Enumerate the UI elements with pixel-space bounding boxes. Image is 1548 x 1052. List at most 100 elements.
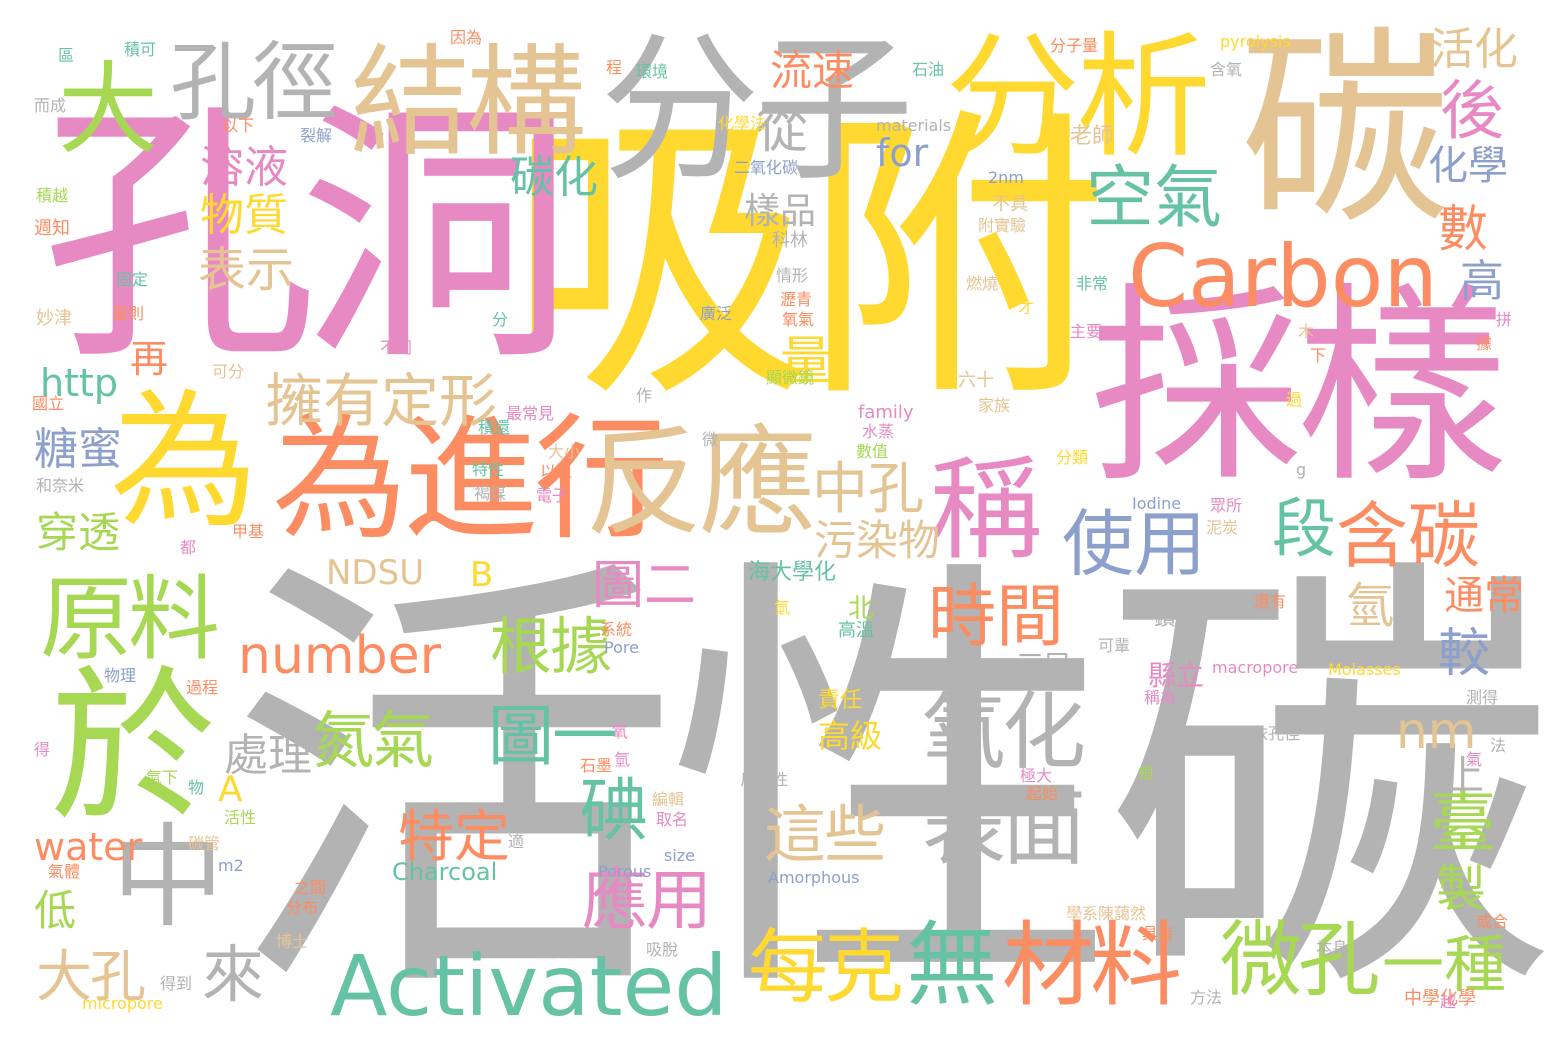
word: 化學 xyxy=(1428,143,1508,189)
word: 氧氣 xyxy=(782,310,815,329)
word: pyrolysis xyxy=(1220,32,1291,51)
word: 表示 xyxy=(198,242,295,298)
word: 泥炭 xyxy=(1206,518,1239,537)
word: 較 xyxy=(1438,624,1491,684)
word: 物 xyxy=(188,778,205,797)
word: 大小 xyxy=(548,442,581,461)
word: 採樣 xyxy=(1090,264,1508,511)
word: 下 xyxy=(1310,346,1327,365)
word: macropore xyxy=(1212,658,1299,677)
word: 分類 xyxy=(1056,448,1089,467)
word: 測得 xyxy=(1466,688,1499,707)
word: B xyxy=(470,555,494,595)
word: 科林 xyxy=(772,230,808,251)
word: 活性碳 xyxy=(228,522,1548,1049)
word: 之間 xyxy=(294,878,327,897)
word: 碳則泛 xyxy=(408,928,457,947)
word: 量 xyxy=(780,332,833,392)
word: 石油 xyxy=(912,60,945,79)
word: 製 xyxy=(1436,860,1486,918)
word: 表面 xyxy=(922,779,1086,877)
word: 為進行 xyxy=(272,401,669,558)
word: 越 xyxy=(1440,992,1457,1011)
word: 還有 xyxy=(1254,592,1287,611)
word: 眾所 xyxy=(1210,496,1243,515)
word: 取名 xyxy=(656,810,689,829)
word: 孔徑 xyxy=(170,33,338,133)
word: 主要 xyxy=(1070,322,1103,341)
word: 溶液 xyxy=(200,142,288,193)
word: 得到 xyxy=(160,974,193,993)
word: 化學法 xyxy=(718,114,767,133)
word: 吸附 xyxy=(508,83,1108,438)
word: 這些 xyxy=(764,798,886,871)
word: 碳 xyxy=(1240,8,1451,253)
word: 高溫 xyxy=(838,620,874,641)
word: 流速 xyxy=(770,46,855,95)
word: 據 xyxy=(1476,334,1493,353)
word: 褐煤 xyxy=(474,484,507,503)
word: NDSU xyxy=(326,553,425,593)
word: 氮氣 xyxy=(312,704,434,777)
word: 燃燒 xyxy=(966,274,999,293)
word: 擁有定形 xyxy=(265,367,498,435)
word: 碳管 xyxy=(188,834,221,853)
word: 應用 xyxy=(582,862,712,939)
word: 分子量 xyxy=(1050,36,1099,55)
word: 處理 xyxy=(224,730,312,781)
word: 以下 xyxy=(222,116,255,135)
word: 氧 xyxy=(612,722,629,741)
word: 才 xyxy=(1018,298,1035,317)
word: 極大 xyxy=(1020,766,1053,785)
word: 穿透 xyxy=(36,508,121,557)
word: Pore xyxy=(604,638,639,657)
word: 氧化 xyxy=(922,683,1086,781)
word: 結構 xyxy=(350,34,586,173)
word: 高級 xyxy=(818,717,883,755)
word: 縣立 xyxy=(1148,659,1205,692)
word: 臺 xyxy=(1430,784,1496,861)
word: 過程 xyxy=(186,678,219,697)
word: 具有 xyxy=(1142,924,1175,943)
word: 物質 xyxy=(200,190,288,241)
word: 含碳 xyxy=(1336,494,1481,578)
word: 從 xyxy=(756,100,809,160)
word: 責任 xyxy=(818,688,863,713)
word: Carbon xyxy=(1128,227,1438,327)
word: size xyxy=(664,846,696,865)
word: 系統 xyxy=(600,620,633,639)
word: 使用 xyxy=(1062,502,1207,586)
word: 非常 xyxy=(1076,274,1109,293)
word: 氣 xyxy=(1466,750,1483,769)
word: 得 xyxy=(34,740,51,759)
word: 海大學化 xyxy=(748,560,837,585)
word: 數 xyxy=(1438,200,1488,258)
word: 氫 xyxy=(1346,578,1395,634)
word: for xyxy=(876,131,929,175)
word: 週知 xyxy=(34,218,70,239)
word: 分子 xyxy=(600,16,914,203)
word: Activated xyxy=(330,937,728,1035)
word: 石墨 xyxy=(580,756,613,775)
word: 氣體 xyxy=(48,862,81,881)
word: 樣品 xyxy=(744,191,817,232)
word: 甲基 xyxy=(232,522,265,541)
word: 中學化學 xyxy=(1404,988,1476,1009)
word: 一種 xyxy=(1382,928,1507,1001)
word: 最常見 xyxy=(506,404,555,423)
word: 可分 xyxy=(212,362,245,381)
word: 積越 xyxy=(36,186,69,205)
word: Molasses xyxy=(1328,660,1401,679)
word: 本身 xyxy=(1316,938,1349,957)
word: 空氣 xyxy=(1086,159,1223,238)
word: 依孔徑 xyxy=(1252,724,1301,743)
word: 分布 xyxy=(286,898,319,917)
word: 大 xyxy=(58,51,158,168)
word: 再 xyxy=(130,337,169,381)
word: 稱 xyxy=(930,445,1042,575)
word: 過 xyxy=(1286,390,1303,409)
word: 法 xyxy=(1490,736,1507,755)
word: Porous xyxy=(598,862,652,881)
word: 圖一 xyxy=(488,698,618,775)
word: 附實驗 xyxy=(978,216,1027,235)
